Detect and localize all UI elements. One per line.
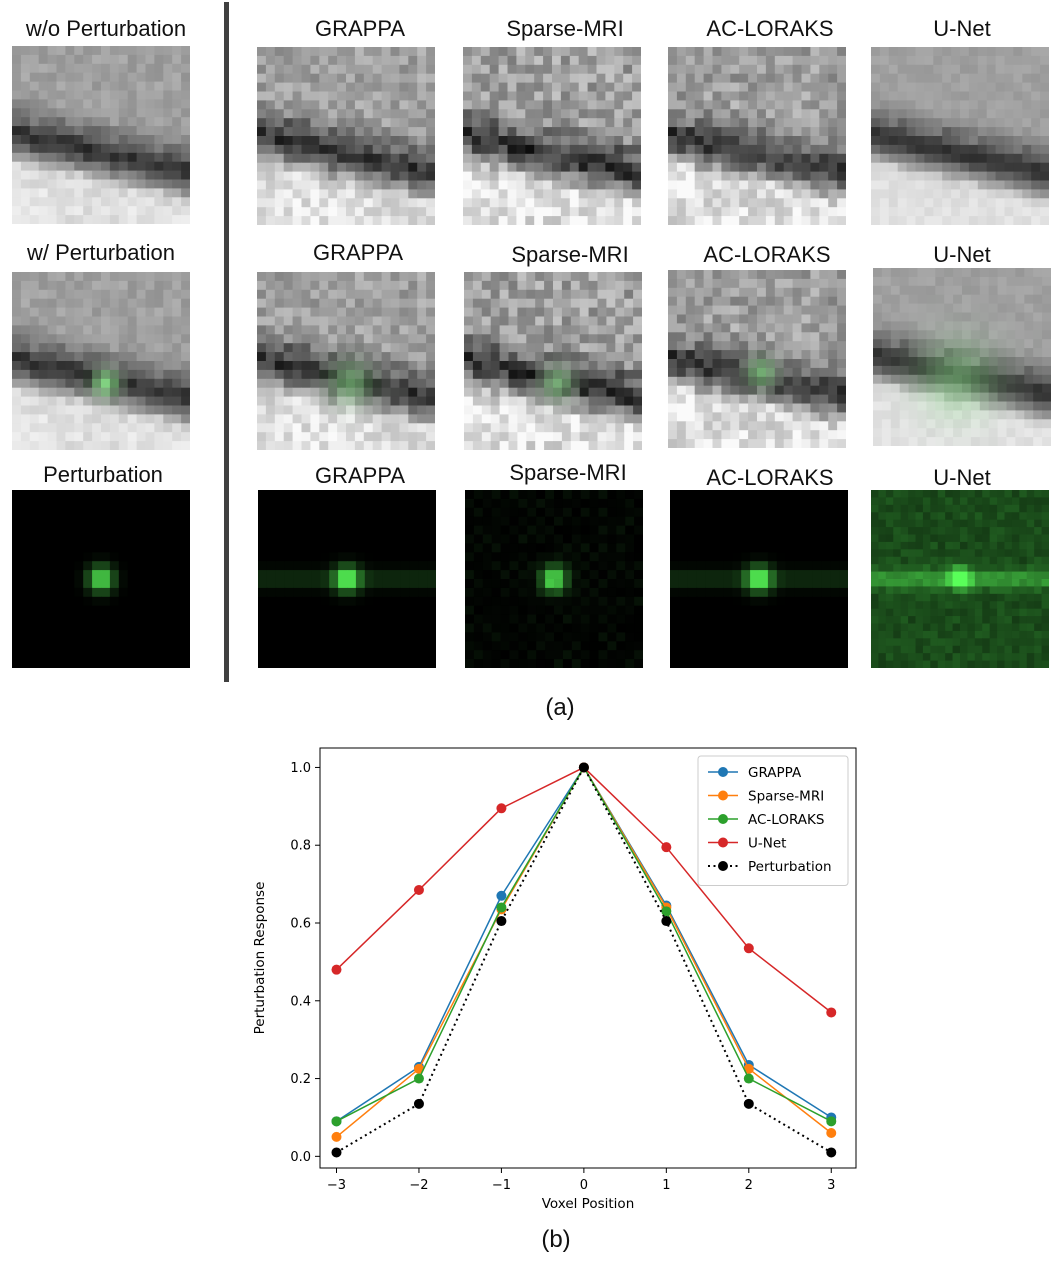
data-point-ac-loraks [826,1116,837,1127]
row2-label-ac-loraks: AC-LORAKS [703,242,831,267]
data-point-grappa [496,890,507,901]
row3-label-left: Perturbation [43,462,163,487]
y-axis-label: Perturbation Response [252,882,268,1035]
vertical-divider [224,2,229,682]
caption-a: (a) [545,694,575,721]
row2-label-sparse-mri: Sparse-MRI [511,242,629,267]
caption-b: (b) [541,1226,571,1253]
legend-box [697,755,849,886]
legend-marker-u-net [718,837,728,848]
data-point-perturbation [413,1098,424,1109]
legend-label-perturbation: Perturbation [748,859,832,875]
image-base-grappa [257,47,435,225]
x-tick-label: 2 [745,1178,753,1193]
legend-marker-grappa [718,767,728,777]
data-point-perturbation [496,916,507,927]
image-perturbation-grappa [258,490,436,668]
data-point-perturbation [826,1147,837,1158]
y-tick-label: 0.0 [290,1150,311,1165]
data-point-perturbation [661,916,672,927]
data-point-u-net [413,884,424,895]
plot-frame [319,747,857,1169]
legend-marker-perturbation [718,861,728,871]
y-tick-label: 0.2 [290,1072,311,1087]
image-base-sparse-mri [463,47,641,225]
x-axis-label: Voxel Position [542,1196,635,1212]
row2-label-grappa: GRAPPA [312,240,404,265]
row1-label-u-net: U-Net [933,16,991,41]
x-tick-label: 3 [827,1178,835,1193]
row1-label-left: w/o Perturbation [25,16,187,41]
data-point-u-net [331,964,342,975]
x-tick-label: −3 [327,1178,346,1193]
image-perturbed-grappa [257,272,435,450]
y-tick-label: 0.8 [290,839,311,854]
y-tick-label: 0.6 [290,917,311,932]
image-perturbed-ac-loraks [668,270,846,448]
legend-label-ac-loraks: AC-LORAKS [748,812,824,828]
x-tick-label: −1 [492,1178,511,1193]
data-point-perturbation [331,1147,342,1158]
data-point-sparse-mri [826,1128,837,1138]
data-point-ac-loraks [661,906,672,917]
x-tick-label: 0 [580,1178,588,1193]
image-perturbation-u-net [871,490,1049,668]
row2-label-u-net: U-Net [933,242,991,267]
legend-label-u-net: U-Net [748,836,786,852]
legend-label-sparse-mri: Sparse-MRI [748,789,824,805]
data-point-ac-loraks [743,1073,754,1084]
legend-marker-sparse-mri [718,790,728,801]
row1-label-grappa: GRAPPA [314,16,406,41]
row2-label-left: w/ Perturbation [27,240,175,265]
data-point-sparse-mri [413,1063,424,1074]
image-base-u-net [871,47,1049,225]
data-point-u-net [826,1007,837,1018]
row1-label-sparse-mri: Sparse-MRI [506,16,624,41]
data-point-sparse-mri [331,1131,342,1142]
row3-label-sparse-mri: Sparse-MRI [509,460,627,485]
image-perturbed-sparse-mri [464,272,642,450]
data-point-ac-loraks [331,1116,342,1127]
image-perturbed-u-net [873,268,1051,446]
row3-label-ac-loraks: AC-LORAKS [706,465,834,490]
legend-label-grappa: GRAPPA [748,765,802,781]
row3-label-grappa: GRAPPA [314,463,406,488]
y-tick-label: 1.0 [290,761,311,776]
data-point-ac-loraks [413,1073,424,1084]
data-point-u-net [496,803,507,814]
row1-label-ac-loraks: AC-LORAKS [706,16,834,41]
data-point-sparse-mri [743,1063,754,1074]
image-base-ac-loraks [668,47,846,225]
legend-marker-ac-loraks [718,814,728,824]
image-perturbation-original [12,490,190,668]
image-perturbation-sparse-mri [465,490,643,668]
image-perturbed-original [12,272,190,450]
data-point-perturbation [578,762,589,773]
x-tick-label: 1 [662,1178,670,1193]
data-point-u-net [743,943,754,954]
perturbation-response-chart: −3 −2 −1 0 1 2 3 0.0 0.2 0.4 0.6 0.8 1.0 Voxel Positi… [252,747,857,1212]
x-tick-label: −2 [409,1178,428,1193]
y-tick-label: 0.4 [290,994,311,1009]
row3-label-u-net: U-Net [933,465,991,490]
data-point-perturbation [743,1098,754,1109]
data-point-u-net [661,842,672,853]
image-perturbation-ac-loraks [670,490,848,668]
data-point-ac-loraks [496,902,507,913]
image-base-original [12,46,190,224]
